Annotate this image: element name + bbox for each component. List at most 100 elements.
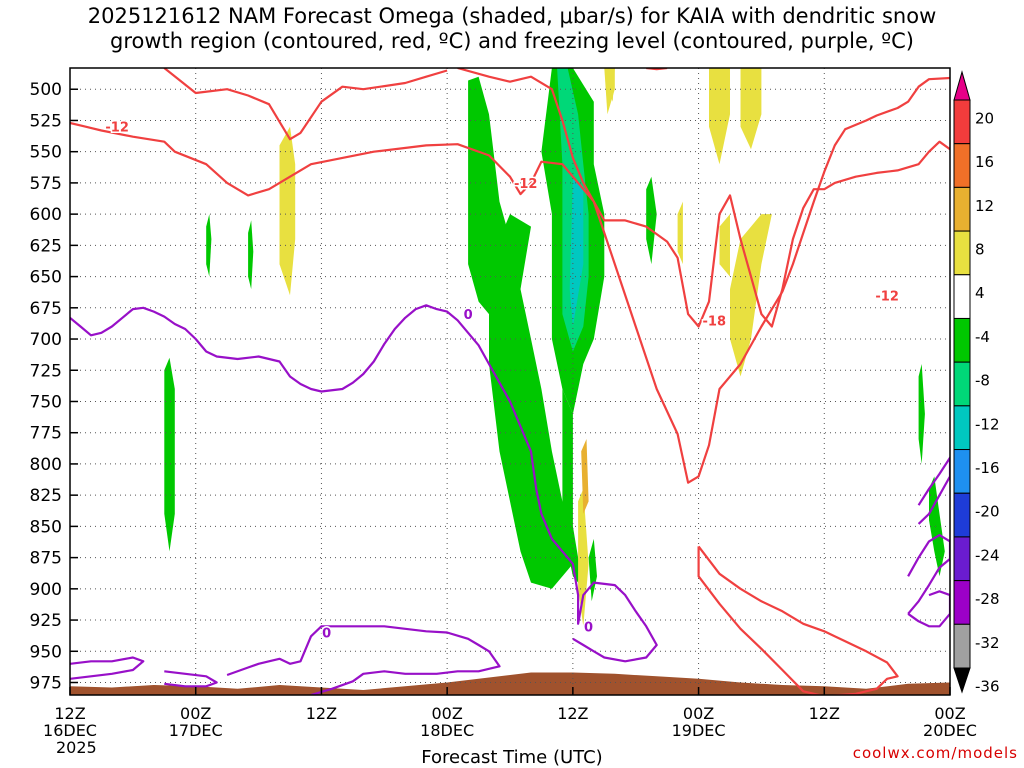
red-contour-label-1: -12 [514,177,538,192]
colorbar-box-12 [953,623,971,669]
colorbar-box-5 [953,317,971,363]
red-contour-1 [163,68,448,141]
x-tick-label-2-0: 12Z [306,704,337,723]
y-tick-label-525: 525 [30,111,62,131]
y-tick-label-500: 500 [30,80,62,100]
contour-labels: -12 -12 -18 -12 0 0 0 [104,119,901,643]
title-line-1: 2025121612 NAM Forecast Omega (shaded, μ… [87,4,937,28]
red-contour-4 [697,545,899,695]
omega-shading [164,68,945,627]
y-tick-label-800: 800 [30,455,62,475]
x-tick-label-5-0: 00Z [683,704,714,723]
colorbar-box-6 [953,361,971,407]
x-tick-label-0-1: 16DEC [43,721,97,740]
colorbar-box-2 [953,186,971,232]
y-tick-label-675: 675 [30,299,62,319]
y-tick-label-625: 625 [30,236,62,256]
y-tick-label-650: 650 [30,268,62,288]
colorbar-box-11 [953,580,971,625]
y-tick-label-600: 600 [30,205,62,225]
chart-title: 2025121612 NAM Forecast Omega (shaded, μ… [0,4,1024,54]
colorbar-label-0: 20 [975,109,994,127]
y-tick-label-875: 875 [30,549,62,569]
omega-area-10 [248,220,254,290]
grid-lines [70,68,950,695]
omega-area-15 [677,201,683,265]
omega-area-8 [164,357,175,552]
purple-contour-6 [917,456,950,525]
x-tick-label-1-1: 17DEC [169,721,223,740]
y-axis: 500 525 550 575 600 625 650 675 700 725 750 775 800 8… [30,80,78,694]
red-contour-label-2: -18 [703,314,727,329]
plot-frame [69,67,951,696]
y-tick-label-825: 825 [30,486,62,506]
x-tick-label-0-0: 12Z [54,704,85,723]
red-contour-2 [457,68,950,328]
x-tick-label-3-1: 18DEC [420,721,474,740]
y-tick-label-725: 725 [30,361,62,381]
colorbar-box-7 [953,405,971,451]
y-tick-label-575: 575 [30,174,62,194]
omega-area-5 [569,176,584,327]
y-tick-label-700: 700 [30,330,62,350]
colorbar-label-1: 16 [975,153,994,171]
x-tick-label-6-0: 12Z [809,704,840,723]
omega-area-13 [608,68,615,102]
colorbar-label-13: -36 [975,677,1000,695]
y-tick-label-900: 900 [30,580,62,600]
omega-area-22 [588,538,597,602]
colorbar-label-11: -28 [975,590,1000,608]
colorbar-label-12: -32 [975,634,1000,652]
colorbar-label-2: 12 [975,197,994,215]
purple-contour-3 [226,625,501,695]
x-axis-title: Forecast Time (UTC) [421,747,603,768]
contour-lines [70,68,950,695]
colorbar-box-0 [953,99,971,145]
y-tick-label-750: 750 [30,392,62,412]
colorbar-box-8 [953,449,971,494]
colorbar-label-9: -20 [975,503,1000,521]
purple-contour-label-0: 0 [464,308,473,323]
omega-area-9 [206,214,212,277]
colorbar-label-6: -8 [975,372,990,390]
colorbar-label-8: -16 [975,459,1000,477]
colorbar-top-arrow [953,70,971,101]
colorbar-label-3: 8 [975,241,985,259]
omega-area-21 [929,476,945,577]
colorbar-box-9 [953,492,971,538]
omega-area-7 [581,439,589,514]
omega-area-11 [279,126,296,296]
purple-contour-label-1: 0 [322,627,331,642]
title-line-2: growth region (contoured, red, ºC) and f… [110,29,914,53]
purple-contour-0 [70,304,658,663]
purple-contour-5 [907,590,950,628]
x-tick-label-3-0: 00Z [431,704,462,723]
red-contour-0 [70,76,950,484]
x-tick-label-5-1: 19DEC [672,721,726,740]
y-tick-label-550: 550 [30,143,62,163]
credit-text: coolwx.com/models [852,744,1018,762]
omega-area-16 [709,68,730,165]
terrain-polygon [70,672,950,695]
y-tick-label-925: 925 [30,611,62,631]
x-tick-label-4-0: 12Z [557,704,588,723]
x-tick-label-0-2: 2025 [56,738,97,757]
omega-area-18 [719,214,730,277]
x-tick-label-1-0: 00Z [180,704,211,723]
omega-area-20 [918,364,925,464]
omega-area-14 [646,176,657,265]
colorbar-box-1 [953,143,971,188]
x-tick-label-7-1: 20DEC [923,721,977,740]
colorbar-box-10 [953,536,971,582]
colorbar-label-5: -4 [975,328,990,346]
red-contour-label-0: -12 [105,121,129,136]
colorbar-box-4 [953,274,971,319]
y-tick-label-775: 775 [30,424,62,444]
omega-area-17 [740,68,762,150]
colorbar: 20 16 12 8 4 -4 -8 -12 -16 -20 -24 -28 -32 -36 [953,70,1000,695]
purple-contour-label-2: 0 [584,620,593,635]
purple-contour-2 [164,670,218,688]
colorbar-label-4: 4 [975,284,985,302]
